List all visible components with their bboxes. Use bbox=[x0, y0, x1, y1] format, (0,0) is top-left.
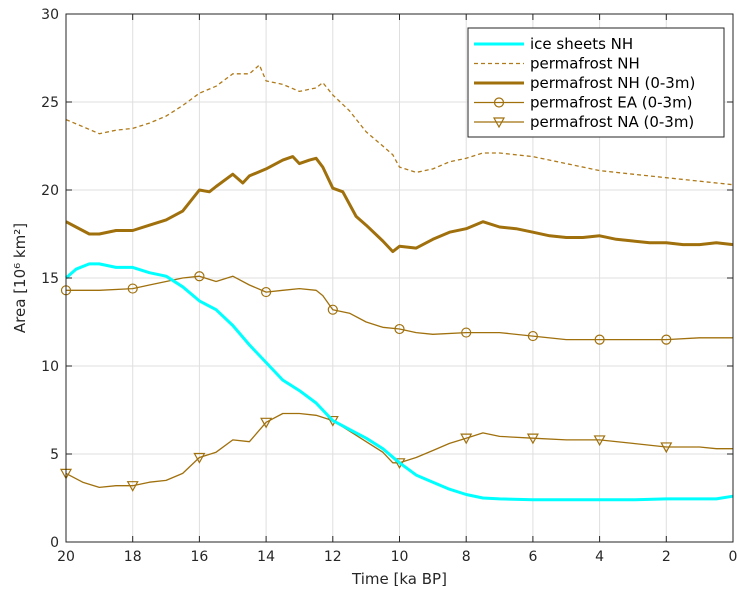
legend-entry: ice sheets NH bbox=[530, 35, 633, 53]
y-tick-label: 25 bbox=[41, 95, 59, 111]
series-marker bbox=[594, 334, 605, 345]
x-tick-label: 6 bbox=[528, 549, 537, 565]
legend-entry: permafrost NA (0-3m) bbox=[530, 113, 694, 131]
x-tick-label: 20 bbox=[57, 549, 75, 565]
x-tick-label: 16 bbox=[190, 549, 208, 565]
series-line bbox=[65, 262, 734, 502]
y-tick-label: 0 bbox=[50, 535, 59, 551]
y-axis-label: Area [10⁶ km²] bbox=[11, 223, 29, 333]
x-tick-label: 12 bbox=[324, 549, 342, 565]
legend-entry: permafrost EA (0-3m) bbox=[530, 94, 693, 112]
series-marker bbox=[127, 283, 138, 294]
series-marker bbox=[527, 330, 539, 342]
series-permafrost-nh-0-3m bbox=[65, 155, 734, 254]
series-marker bbox=[660, 442, 673, 454]
series-line bbox=[65, 155, 734, 254]
series-marker bbox=[261, 286, 272, 298]
series-marker bbox=[327, 304, 338, 315]
legend-marker bbox=[493, 97, 505, 108]
series-marker bbox=[593, 435, 606, 447]
series-marker bbox=[260, 417, 273, 429]
series-marker bbox=[194, 271, 205, 282]
legend-entry: permafrost NH bbox=[530, 55, 640, 73]
x-tick-label: 8 bbox=[462, 549, 471, 565]
series-marker bbox=[461, 327, 472, 338]
series-layer bbox=[59, 64, 734, 502]
series-marker bbox=[526, 433, 539, 445]
x-tick-label: 10 bbox=[391, 549, 409, 565]
series-marker bbox=[394, 323, 405, 335]
y-tick-label: 15 bbox=[41, 271, 59, 287]
series-line bbox=[66, 275, 733, 341]
series-marker bbox=[126, 481, 139, 492]
series-line bbox=[65, 64, 734, 186]
y-tick-label: 30 bbox=[41, 7, 59, 23]
y-tick-label: 5 bbox=[50, 447, 59, 463]
series-marker bbox=[193, 452, 206, 464]
x-axis-label: Time [ka BP] bbox=[351, 570, 447, 588]
series-marker bbox=[460, 433, 473, 445]
x-tick-label: 18 bbox=[124, 549, 142, 565]
y-tick-label: 20 bbox=[41, 183, 59, 199]
series-line bbox=[65, 412, 733, 489]
x-tick-label: 2 bbox=[662, 549, 671, 565]
series-permafrost-na-0-3m bbox=[59, 412, 733, 492]
x-tick-label: 14 bbox=[257, 549, 275, 565]
y-tick-label: 10 bbox=[41, 359, 59, 375]
legend-entry: permafrost NH (0-3m) bbox=[530, 74, 695, 92]
x-tick-label: 0 bbox=[729, 549, 737, 565]
series-ice-sheets-nh bbox=[65, 262, 734, 502]
series-permafrost-nh bbox=[65, 64, 734, 186]
x-tick-label: 4 bbox=[595, 549, 604, 565]
series-marker bbox=[661, 334, 672, 345]
legend-marker bbox=[492, 117, 506, 129]
